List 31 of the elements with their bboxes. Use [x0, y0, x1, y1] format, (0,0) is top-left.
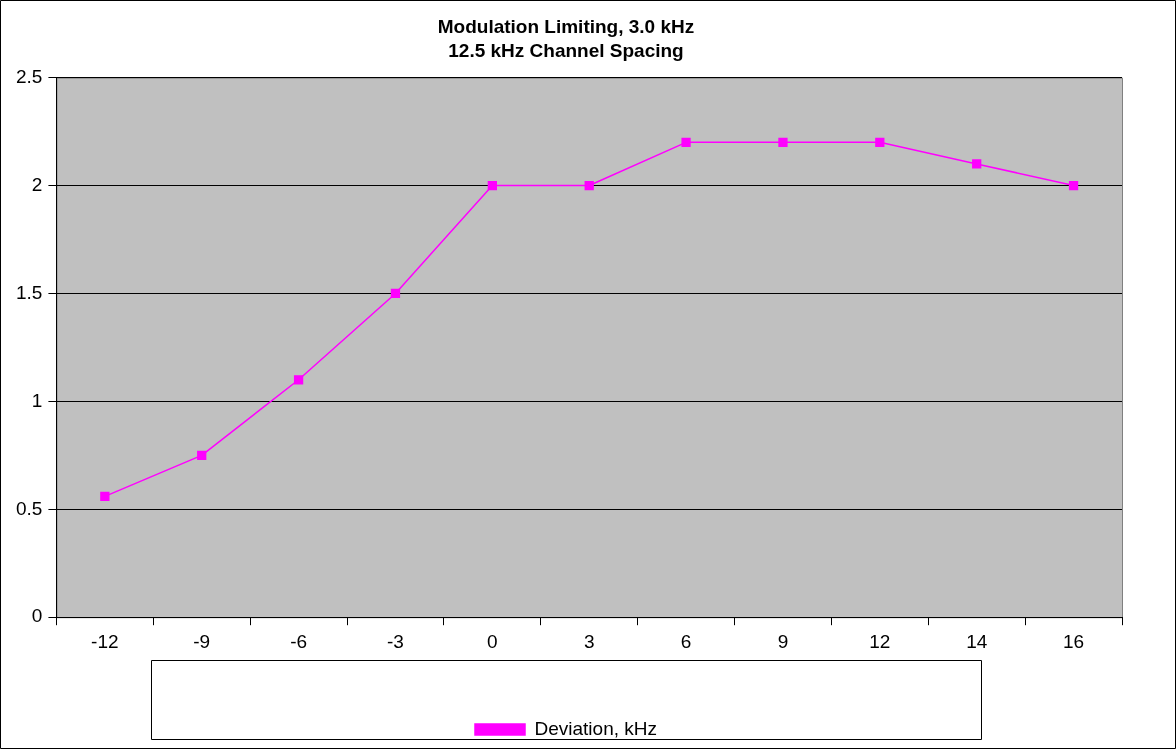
y-tick-label: 1.5 [15, 281, 43, 303]
x-tick-label: -12 [91, 630, 119, 652]
point [197, 450, 207, 460]
point [584, 180, 594, 191]
point [390, 288, 401, 299]
chart-title: Modulation Limiting, 3.0 kHz [437, 15, 695, 37]
x-tick-label: 6 [680, 630, 692, 652]
x-tick-label: -9 [193, 630, 211, 652]
x-tick-label: 0 [487, 630, 498, 652]
x-tick-label: 14 [966, 630, 988, 652]
x-tick-label: -3 [387, 630, 404, 652]
x-tick-label: 12 [869, 630, 891, 652]
x-tick-label: 16 [1062, 630, 1085, 652]
point [875, 137, 885, 147]
point [100, 491, 110, 501]
y-tick-label: 0.5 [15, 497, 43, 519]
point [778, 137, 788, 147]
chart-subtitle: 12.5 kHz Channel Spacing [448, 40, 684, 62]
y-tick-label: 1 [31, 389, 43, 411]
x-tick-label: -6 [290, 630, 308, 652]
x-tick-label: 9 [777, 630, 789, 652]
point [293, 375, 304, 385]
point [972, 159, 982, 169]
y-tick-label: 0 [31, 605, 43, 627]
x-tick-label: 3 [583, 630, 595, 652]
point [1068, 180, 1079, 191]
y-tick-label: 2 [31, 173, 43, 195]
point [681, 137, 691, 147]
legend-label: Deviation, kHz [534, 717, 658, 739]
point [487, 180, 497, 191]
y-tick-label: 2.5 [15, 65, 43, 87]
